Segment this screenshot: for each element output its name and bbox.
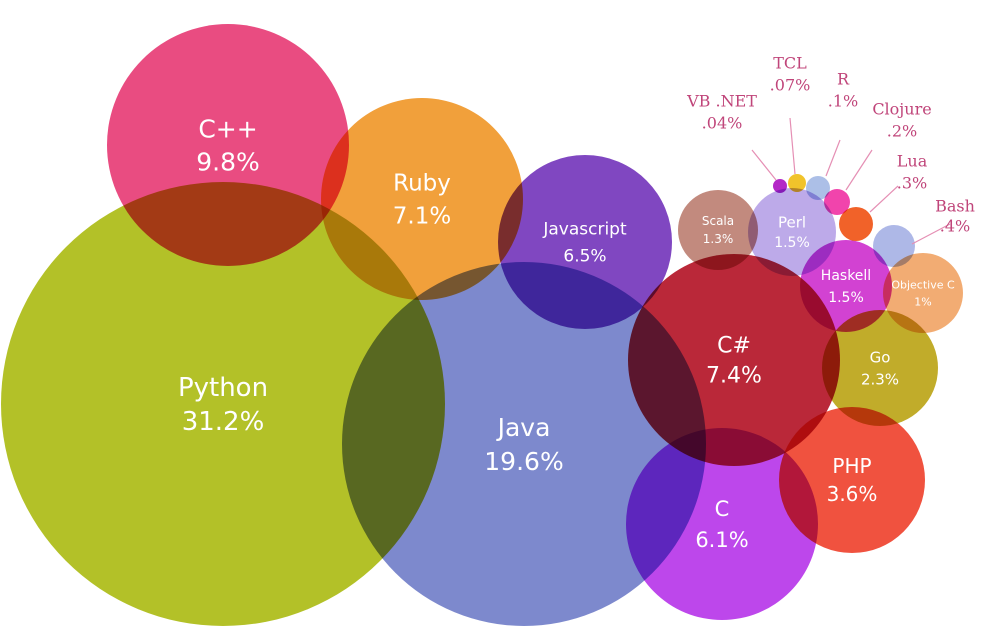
label-value-javascript: 6.5% — [563, 246, 606, 266]
bubble-java — [342, 262, 706, 626]
leader-line-bash — [911, 223, 951, 245]
label-name-php: PHP — [832, 454, 871, 478]
bubble-php — [779, 407, 925, 553]
leader-line-clojure — [845, 149, 873, 191]
label-value-clojure: .2% — [887, 122, 917, 141]
label-value-c: 7.4% — [706, 364, 762, 389]
bubble-python — [1, 182, 445, 626]
label-value-tcl: .07% — [770, 76, 811, 95]
leader-line-vb-net — [751, 149, 777, 181]
label-name-ruby: Ruby — [393, 171, 451, 197]
label-name-perl: Perl — [778, 213, 806, 231]
leader-line-tcl — [789, 117, 796, 175]
leader-line-r — [825, 139, 841, 177]
label-name-haskell: Haskell — [821, 268, 871, 284]
bubble-lua — [839, 207, 873, 241]
bubble-vb-net — [773, 179, 787, 193]
label-value-go: 2.3% — [861, 370, 899, 388]
bubble-go — [822, 310, 938, 426]
label-name-objective-c: Objective C — [891, 278, 955, 291]
label-value-haskell: 1.5% — [828, 290, 864, 306]
label-name-r: R — [837, 70, 850, 89]
label-name-vb-net: VB .NET — [686, 92, 757, 111]
label-value-r: .1% — [828, 92, 858, 111]
labels-layer: Python 31.2% Java 19.6% C++ 9.8% C# 7.4% Ruby 7.1… — [178, 54, 975, 552]
bubble-scala — [678, 190, 758, 270]
bubble-tcl — [788, 174, 806, 192]
bubble-ruby — [321, 98, 523, 300]
label-name-lua: Lua — [897, 152, 928, 171]
label-name-c: C++ — [198, 114, 257, 143]
bubble-c — [107, 24, 349, 266]
label-name-go: Go — [870, 348, 891, 366]
bubble-c — [626, 428, 818, 620]
label-value-java: 19.6% — [484, 447, 563, 476]
label-name-tcl: TCL — [773, 54, 807, 73]
label-value-ruby: 7.1% — [393, 204, 451, 230]
label-name-javascript: Javascript — [542, 219, 627, 239]
label-value-bash: .4% — [940, 217, 970, 236]
bubble-r — [806, 176, 830, 200]
label-name-java: Java — [496, 413, 551, 442]
bubble-c — [628, 254, 840, 466]
label-value-lua: .3% — [897, 174, 927, 193]
label-name-scala: Scala — [702, 214, 734, 228]
label-value-c: 6.1% — [695, 528, 748, 552]
label-value-vb-net: .04% — [702, 114, 743, 133]
label-value-c: 9.8% — [196, 147, 260, 176]
bubble-bash — [873, 225, 915, 267]
label-value-objective-c: 1% — [914, 295, 931, 308]
bubbles-layer — [1, 24, 963, 626]
label-name-bash: Bash — [935, 197, 975, 216]
bubble-haskell — [800, 240, 892, 332]
bubble-javascript — [498, 155, 672, 329]
label-name-clojure: Clojure — [872, 100, 931, 119]
leader-lines-layer — [751, 117, 951, 245]
label-value-perl: 1.5% — [774, 235, 810, 251]
label-name-c: C — [715, 497, 730, 521]
label-name-python: Python — [178, 373, 268, 403]
bubble-objective-c — [883, 253, 963, 333]
bubble-clojure — [824, 189, 850, 215]
label-value-scala: 1.3% — [703, 232, 734, 246]
label-value-python: 31.2% — [182, 407, 265, 437]
label-name-c: C# — [717, 334, 751, 359]
leader-line-lua — [869, 185, 899, 213]
label-value-php: 3.6% — [827, 482, 878, 506]
